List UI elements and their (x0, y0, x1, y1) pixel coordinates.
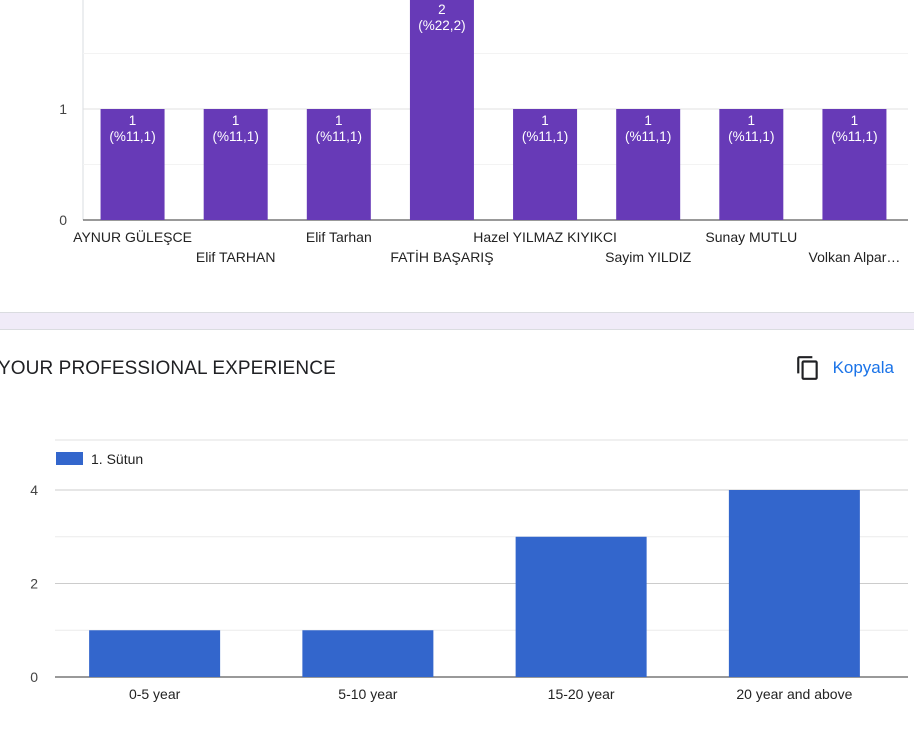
bar-percent-label: (%11,1) (109, 129, 155, 144)
bar-percent-label: (%11,1) (316, 129, 362, 144)
chart-card-experience: YOUR PROFESSIONAL EXPERIENCE Kopyala 0 2 4… (0, 330, 914, 729)
x-tick-label: 5-10 year (338, 686, 397, 702)
x-tick-label: Elif TARHAN (196, 249, 276, 265)
bar-value-label: 2 (438, 2, 446, 17)
bar (306, 109, 371, 220)
x-tick-label: FATİH BAŞARIŞ (390, 248, 493, 265)
question-title: YOUR PROFESSIONAL EXPERIENCE (0, 358, 336, 379)
y-tick-label: 1 (59, 101, 67, 117)
legend-swatch (56, 452, 83, 465)
experience-bar-chart: 0 2 4 1. Sütun 0-5 year 5-10 year 15-20 year 20… (30, 439, 908, 702)
bar-value-label: 1 (232, 113, 240, 128)
bar (719, 109, 784, 220)
bar-percent-label: (%22,2) (418, 18, 465, 33)
bar-percent-label: (%11,1) (831, 129, 877, 144)
x-tick-label: Volkan Alpar… (809, 249, 901, 265)
chart-card-names: 0 1 1 (%11,1) AYNUR GÜLEŞCE 1 (%11,1) Elif TARH… (0, 0, 914, 312)
x-tick-label: Sayim YILDIZ (605, 249, 692, 265)
bar (302, 630, 434, 677)
y-tick-label: 2 (30, 576, 38, 592)
x-tick-label: Elif Tarhan (306, 229, 372, 245)
bar-value-label: 1 (335, 113, 343, 128)
bar (515, 536, 647, 677)
x-tick-label: 0-5 year (129, 686, 181, 702)
bar (409, 0, 474, 220)
bar (100, 109, 165, 220)
bar-value-label: 1 (748, 113, 756, 128)
x-tick-label: 20 year and above (736, 686, 852, 702)
copy-button-label: Kopyala (832, 358, 894, 377)
card-separator (0, 312, 914, 330)
bar-percent-label: (%11,1) (522, 129, 568, 144)
y-tick-label: 4 (30, 482, 38, 498)
bar-value-label: 1 (541, 113, 549, 128)
bar (203, 109, 268, 220)
y-tick-label: 0 (30, 669, 38, 685)
bar (89, 630, 221, 677)
bar-percent-label: (%11,1) (625, 129, 671, 144)
copy-icon (796, 356, 818, 380)
bar (513, 109, 578, 220)
bar-percent-label: (%11,1) (213, 129, 259, 144)
copy-button[interactable]: Kopyala (795, 352, 894, 384)
legend-label: 1. Sütun (91, 451, 143, 467)
x-tick-label: 15-20 year (548, 686, 615, 702)
bar (616, 109, 681, 220)
x-tick-label: Hazel YILMAZ KIYIKCI (473, 229, 617, 245)
bar-value-label: 1 (129, 113, 137, 128)
bar-value-label: 1 (851, 113, 859, 128)
x-tick-label: Sunay MUTLU (705, 229, 797, 245)
bar-value-label: 1 (644, 113, 652, 128)
y-tick-label: 0 (59, 212, 67, 228)
bar (822, 109, 887, 220)
bar-percent-label: (%11,1) (728, 129, 774, 144)
x-tick-label: AYNUR GÜLEŞCE (73, 228, 192, 245)
bar (728, 490, 860, 677)
